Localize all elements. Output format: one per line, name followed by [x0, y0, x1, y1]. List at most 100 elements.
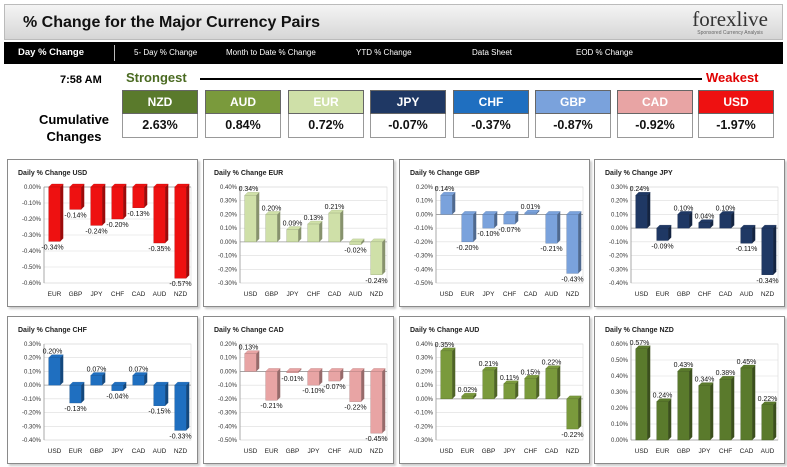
tab-eod-change[interactable]: EOD % Change: [576, 48, 633, 57]
currency-code: EUR: [288, 90, 364, 114]
plot-frame: [630, 186, 779, 284]
currency-code: CHF: [453, 90, 529, 114]
currency-code: AUD: [205, 90, 281, 114]
bar-eur: [461, 214, 474, 243]
bar-side: [752, 225, 756, 244]
y-tick-label: 0.00%: [24, 383, 42, 389]
x-tick-label: USD: [440, 291, 454, 298]
x-tick-label: CAD: [328, 291, 342, 298]
bar-jpy: [482, 214, 495, 229]
x-tick-label: JPY: [483, 291, 496, 298]
chart-svg: Daily % Change CHF0.30%0.20%0.10%0.00%-0…: [18, 327, 192, 455]
currency-cumulative-value: 0.84%: [205, 114, 281, 138]
data-label: 0.22%: [758, 396, 778, 403]
bar-eur: [48, 186, 61, 242]
bar-side: [515, 380, 519, 399]
bar-nzd: [370, 241, 383, 275]
y-tick-label: -0.50%: [414, 281, 434, 287]
chart-svg: Daily % Change CAD0.20%0.10%0.00%-0.10%-…: [214, 327, 388, 455]
y-tick-label: 0.00%: [24, 185, 42, 191]
forexlive-logo[interactable]: forexlive Sponsored Currency Analysis: [692, 8, 768, 36]
bar-usd: [48, 357, 61, 386]
data-label: 0.04%: [695, 214, 715, 221]
y-tick-label: -0.30%: [609, 267, 629, 273]
y-tick-label: 0.00%: [611, 226, 629, 232]
bar-side: [165, 184, 169, 243]
y-tick-label: -0.30%: [414, 438, 434, 444]
bar-nzd: [761, 227, 774, 275]
data-label: -0.13%: [127, 211, 149, 218]
tab-5-day-change[interactable]: 5- Day % Change: [134, 48, 198, 57]
data-label: -0.20%: [106, 222, 128, 229]
x-tick-label: GBP: [265, 291, 279, 298]
chart-svg: Daily % Change USD 0.00% -0.10% -0.20% -0.30…: [18, 170, 192, 298]
tab-day-change[interactable]: Day % Change: [18, 47, 84, 58]
bar-side: [668, 225, 672, 241]
bar-gbp: [90, 375, 103, 386]
bar-side: [773, 225, 777, 275]
x-tick-label: CHF: [524, 448, 537, 455]
currency-code: NZD: [122, 90, 198, 114]
bar-side: [731, 211, 735, 229]
bar-side: [81, 184, 85, 210]
data-label: -0.24%: [365, 278, 387, 285]
bar-jpy: [111, 384, 124, 391]
bar-side: [340, 368, 344, 382]
bar-side: [165, 382, 169, 406]
y-tick-label: 0.20%: [220, 212, 238, 218]
bar-side: [298, 368, 302, 373]
data-label: -0.15%: [148, 409, 170, 416]
bar-side: [144, 184, 148, 208]
tab-month-to-date-change[interactable]: Month to Date % Change: [226, 48, 316, 57]
bar-side: [557, 365, 561, 399]
y-tick-label: 0.20%: [416, 185, 434, 191]
bar-aud: [349, 371, 362, 402]
data-label: 0.07%: [129, 367, 149, 374]
bar-cad: [524, 212, 537, 215]
bar-nzd: [566, 214, 579, 274]
x-tick-label: CAD: [740, 448, 754, 455]
page-title: % Change for the Major Currency Pairs: [23, 14, 320, 31]
chart-panel-cad: Daily % Change CAD 0.20% 0.10% 0.00% -0.10% -…: [203, 316, 394, 464]
chart-title: Daily % Change EUR: [214, 170, 283, 177]
currency-cumulative-value: -1.97%: [698, 114, 774, 138]
y-tick-label: -0.60%: [22, 281, 42, 287]
y-tick-label: 0.60%: [611, 342, 629, 348]
bar-cad: [328, 212, 341, 243]
y-tick-label: -0.10%: [609, 240, 629, 246]
y-tick-label: 0.00%: [611, 438, 629, 444]
y-tick-label: -0.20%: [414, 240, 434, 246]
bar-usd: [440, 195, 453, 215]
chart-panel-nzd: Daily % Change NZD 0.60% 0.50% 0.40% 0.30% 0.…: [594, 316, 785, 464]
data-label: -0.01%: [281, 376, 303, 383]
bar-gbp: [265, 214, 278, 243]
y-tick-label: -0.30%: [218, 411, 238, 417]
currency-cumulative-value: 2.63%: [122, 114, 198, 138]
y-tick-label: 0.20%: [416, 369, 434, 375]
bar-aud: [153, 384, 166, 406]
bar-side: [144, 372, 148, 386]
bar-nzd: [174, 384, 187, 431]
bar-chf: [307, 223, 320, 243]
bar-eur: [656, 401, 669, 441]
data-label: -0.22%: [344, 405, 366, 412]
y-tick-label: -0.10%: [414, 411, 434, 417]
x-tick-label: CHF: [503, 291, 516, 298]
x-tick-label: AUD: [761, 448, 775, 455]
y-tick-label: 0.30%: [220, 199, 238, 205]
tab-data-sheet[interactable]: Data Sheet: [472, 48, 513, 57]
y-tick-label: -0.50%: [22, 265, 42, 271]
data-label: -0.34%: [756, 278, 778, 285]
chart-title: Daily % Change GBP: [410, 170, 480, 177]
bar-side: [256, 350, 260, 372]
tab-ytd-change[interactable]: YTD % Change: [356, 48, 412, 57]
bar-side: [689, 211, 693, 229]
data-label: -0.21%: [540, 246, 562, 253]
data-label: -0.34%: [41, 244, 63, 251]
x-tick-label: CHF: [328, 448, 341, 455]
currency-box-nzd: NZD 2.63%: [122, 90, 198, 138]
bar-jpy: [698, 385, 711, 441]
x-tick-label: AUD: [349, 291, 363, 298]
currency-box-eur: EUR 0.72%: [288, 90, 364, 138]
bar-side: [361, 368, 365, 402]
